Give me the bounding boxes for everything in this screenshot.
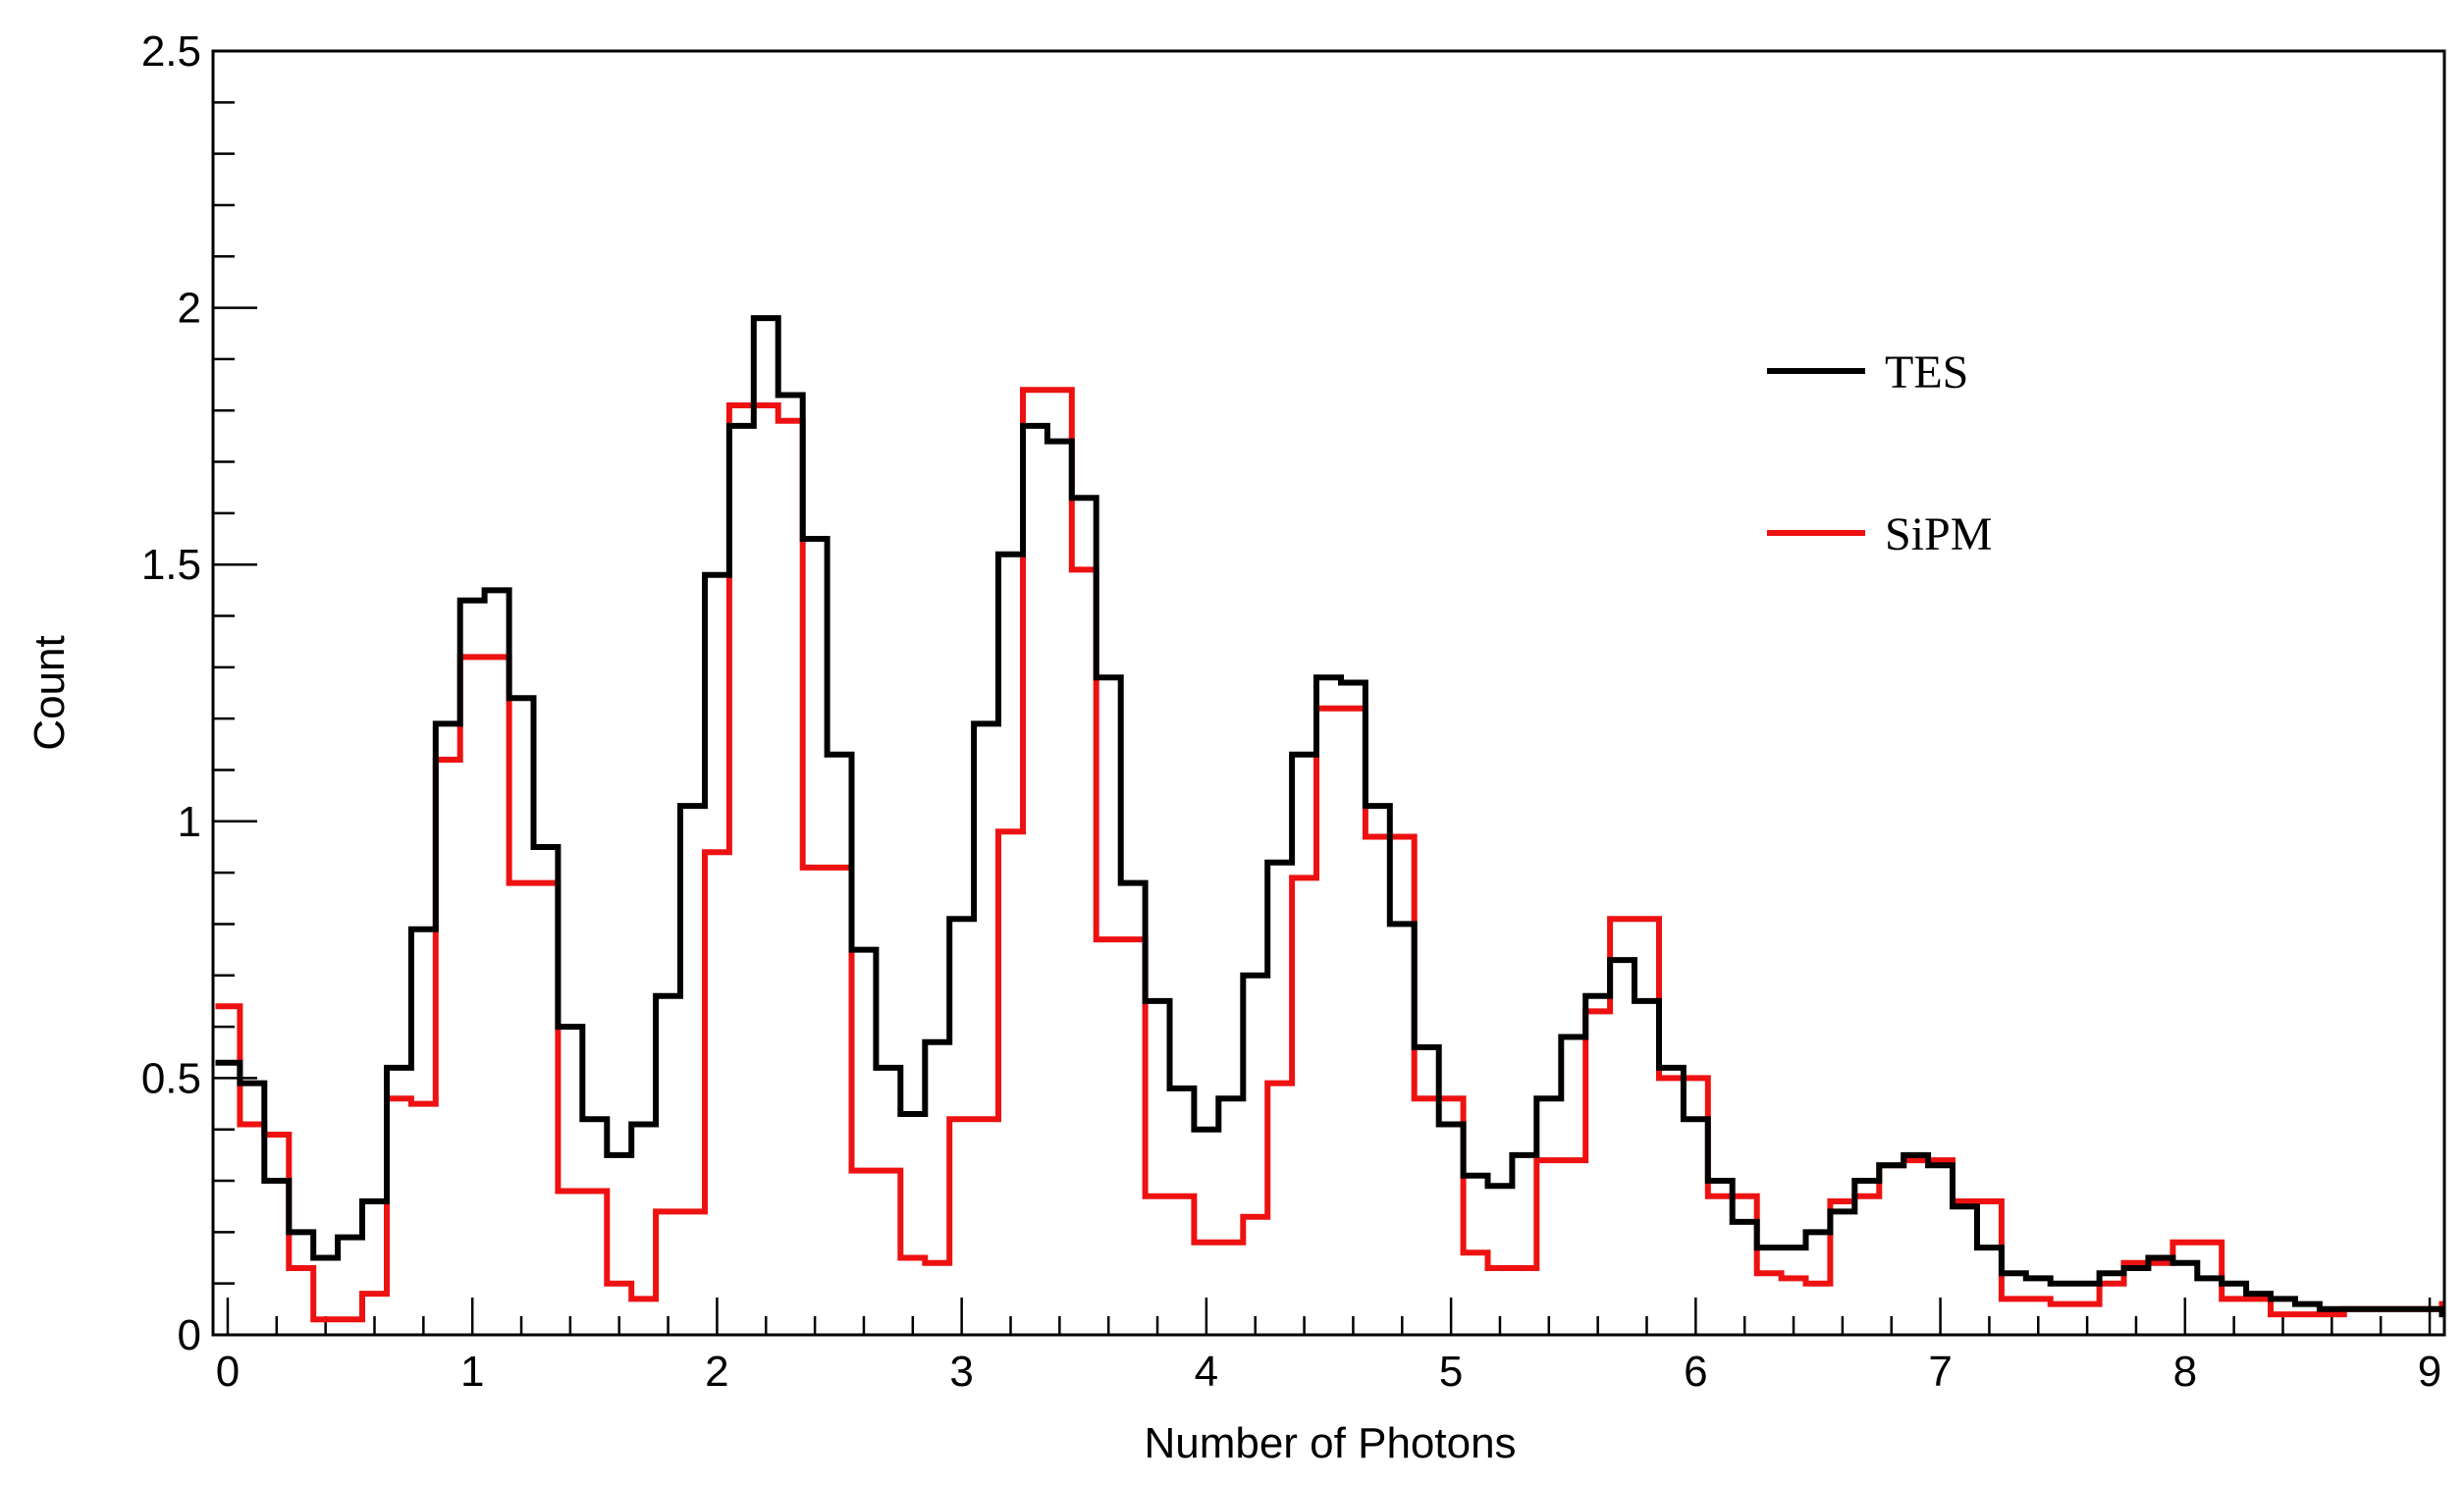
axis-ticks (213, 49, 2432, 1337)
x-tick-label: 5 (1439, 1348, 1463, 1396)
y-tick-label: 1.5 (141, 541, 201, 589)
x-tick-label: 3 (949, 1348, 973, 1396)
x-tick-label: 6 (1684, 1348, 1707, 1396)
x-tick-label: 8 (2173, 1348, 2197, 1396)
series-sipm (215, 387, 2445, 1323)
x-tick-label: 4 (1195, 1348, 1218, 1396)
y-tick-label: 2 (178, 285, 201, 333)
tick-labels: 0 1 2 3 4 5 6 7 8 9 0 0.5 1 1.5 2 2.5 (141, 27, 2441, 1396)
x-tick-label: 7 (1928, 1348, 1952, 1396)
legend-label-sipm: SiPM (1885, 508, 1992, 560)
x-tick-label: 2 (705, 1348, 728, 1396)
y-axis-label: Count (26, 635, 74, 750)
x-tick-label: 1 (460, 1348, 484, 1396)
series-layer (215, 315, 2445, 1323)
y-tick-label: 1 (178, 798, 201, 846)
y-tick-label: 0 (178, 1311, 201, 1359)
x-tick-label: 9 (2418, 1348, 2441, 1396)
x-tick-label: 0 (216, 1348, 240, 1396)
legend-label-tes: TES (1885, 346, 1968, 398)
y-tick-label: 0.5 (141, 1054, 201, 1102)
x-axis-label: Number of Photons (1144, 1419, 1516, 1467)
plot-frame (211, 49, 2446, 1337)
legend: TES SiPM (1767, 346, 1992, 560)
y-tick-label: 2.5 (141, 27, 201, 76)
series-tes (215, 315, 2445, 1318)
